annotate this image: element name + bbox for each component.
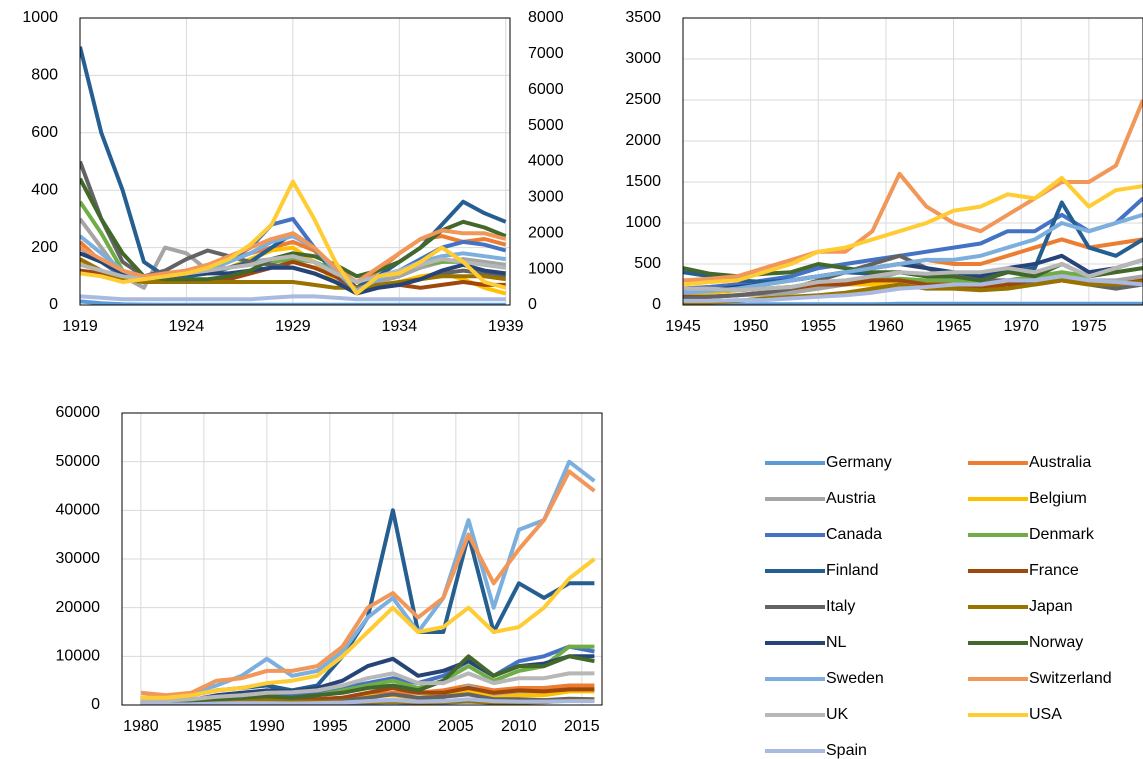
x-tick-label: 2010 [501, 718, 537, 735]
y-tick-label: 10000 [56, 648, 101, 665]
x-tick-label: 2015 [564, 718, 600, 735]
x-tick-label: 1950 [733, 318, 769, 335]
x-tick-label: 1985 [186, 718, 222, 735]
legend-label: Germany [826, 454, 892, 471]
y-tick-label: 0 [49, 296, 58, 313]
y-tick-label: 40000 [56, 502, 101, 519]
y-tick-label: 800 [31, 67, 58, 84]
legend-label: Finland [826, 562, 878, 579]
series-line [140, 557, 596, 700]
series-line [80, 228, 507, 284]
x-tick-label: 1955 [800, 318, 836, 335]
y-tick-label: 3500 [625, 9, 661, 26]
x-tick-label: 1934 [382, 318, 418, 335]
x-tick-label: 1980 [123, 718, 159, 735]
y-tick-label: 200 [31, 239, 58, 256]
legend-label: UK [826, 706, 849, 723]
legend-label: USA [1029, 706, 1062, 723]
series-line [140, 469, 596, 698]
y-tick-label: 600 [31, 124, 58, 141]
y-tick-label: 3000 [625, 50, 661, 67]
x-tick-label: 1965 [936, 318, 972, 335]
legend-label: Australia [1029, 454, 1091, 471]
y2-tick-label: 4000 [528, 153, 564, 170]
plot-area [140, 459, 596, 705]
plot-area [683, 99, 1143, 305]
y2-tick-label: 6000 [528, 81, 564, 98]
y2-tick-label: 3000 [528, 189, 564, 206]
x-tick-label: 1939 [488, 318, 524, 335]
legend-label: France [1029, 562, 1079, 579]
x-tick-label: 2005 [438, 718, 474, 735]
plot-frame [121, 412, 603, 706]
y-tick-label: 50000 [56, 453, 101, 470]
plot-frame [682, 17, 1143, 306]
x-tick-label: 1945 [665, 318, 701, 335]
y2-tick-label: 8000 [528, 9, 564, 26]
y-tick-label: 0 [652, 296, 661, 313]
y-tick-label: 30000 [56, 550, 101, 567]
x-tick-label: 2000 [375, 718, 411, 735]
series-line [140, 671, 595, 704]
series-line [683, 274, 1143, 303]
x-tick-label: 1960 [868, 318, 904, 335]
legend-label: NL [826, 634, 847, 651]
y-tick-label: 1500 [625, 173, 661, 190]
x-tick-label: 1970 [1003, 318, 1039, 335]
series-line [140, 697, 595, 705]
y2-tick-label: 2000 [528, 224, 564, 241]
y2-tick-label: 7000 [528, 45, 564, 62]
series-line [683, 301, 1143, 305]
legend-label: Italy [826, 598, 855, 615]
series-line [80, 257, 506, 290]
legend-label: Canada [826, 526, 882, 543]
legend-label: Norway [1029, 634, 1083, 651]
series-line [683, 212, 1143, 295]
y-tick-label: 20000 [56, 599, 101, 616]
series-line [80, 179, 507, 296]
x-tick-label: 1975 [1071, 318, 1107, 335]
series-line [683, 175, 1143, 287]
series-line [140, 654, 595, 705]
legend-label: Sweden [826, 670, 884, 687]
legend-label: Spain [826, 742, 867, 759]
x-tick-label: 1995 [312, 718, 348, 735]
y-tick-label: 500 [634, 255, 661, 272]
y-tick-label: 1000 [625, 214, 661, 231]
x-tick-label: 1924 [169, 318, 205, 335]
y2-tick-label: 5000 [528, 117, 564, 134]
legend-label: Japan [1029, 598, 1073, 615]
legend-label: Austria [826, 490, 876, 507]
series-line [140, 459, 596, 700]
y2-tick-label: 0 [528, 296, 537, 313]
x-tick-label: 1929 [275, 318, 311, 335]
x-tick-label: 1990 [249, 718, 285, 735]
y-tick-label: 400 [31, 181, 58, 198]
legend-label: Denmark [1029, 526, 1095, 543]
y-tick-label: 1000 [22, 9, 58, 26]
x-tick-label: 1919 [62, 318, 98, 335]
y-tick-label: 60000 [56, 404, 101, 421]
legend-label: Switzerland [1029, 670, 1112, 687]
legend-label: Belgium [1029, 490, 1087, 507]
series-line [683, 257, 1143, 293]
plot-frame [79, 17, 511, 306]
y2-tick-label: 1000 [528, 260, 564, 277]
series-line [80, 294, 506, 302]
y-tick-label: 2500 [625, 91, 661, 108]
y-tick-label: 2000 [625, 132, 661, 149]
y-tick-label: 0 [91, 696, 100, 713]
